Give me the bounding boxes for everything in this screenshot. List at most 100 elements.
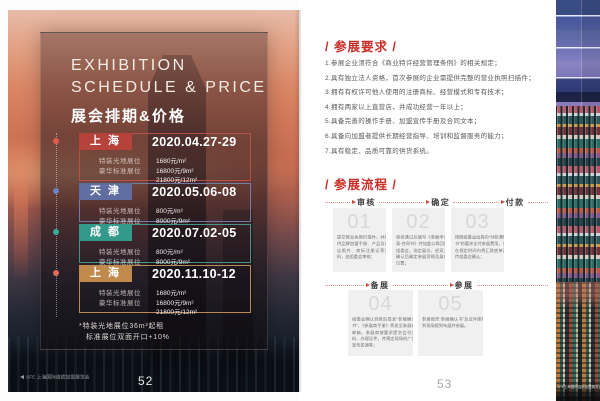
- flow-arrow-icon: [365, 283, 370, 287]
- page-number-left: 52: [138, 374, 154, 388]
- price-value: 8000元/9m²: [156, 217, 190, 225]
- flow-arrow-icon: [449, 283, 454, 287]
- flow-arrow-icon: [500, 200, 505, 204]
- price-value: 16800元/9m²: [156, 299, 194, 307]
- city-tag: 上 海: [79, 265, 132, 282]
- flow-label-payment: 付款: [505, 197, 525, 207]
- footnote-line-1: *特装光地展位36m²起租: [79, 323, 165, 330]
- timeline-dot: [53, 270, 59, 276]
- price-row: 21800元/12m²: [80, 306, 250, 316]
- price-label: 豪华标准展位: [99, 258, 141, 266]
- footer-brand-text: SFE 上海国际连锁加盟展览会: [26, 375, 90, 381]
- timeline-dot: [53, 138, 59, 144]
- event-date: 2020.05.06-08: [152, 185, 237, 199]
- flow-label-confirm: 确定: [431, 197, 451, 207]
- process-step-04: 04 组委会确认到款后签发“参展确认书”，《参展商手册》将发至参展商邮箱，参展商…: [348, 290, 413, 356]
- process-step-05: 05 参展商凭“参展确认书”及证件按时到现场报到布展并参展。: [418, 290, 483, 356]
- timeline-dot: [53, 188, 59, 194]
- step-text: 组委会确认到款后签发“参展确认书”，《参展商手册》将发至参展商邮箱，参展商按要求…: [352, 317, 413, 348]
- process-step-01: 01 提交营业执照扫描件，并提供品牌加盟手册、产品及门店照片、商标注册证等资料，…: [333, 208, 386, 272]
- process-flow-row-1: 审核 确定 付款: [325, 197, 548, 207]
- step-number: 01: [347, 211, 372, 233]
- price-row: 特装光地展位 1680元/m²: [80, 287, 250, 297]
- flow-label-exhibit: 参展: [454, 280, 474, 290]
- price-row: 豪华标准展位 16800元/9m²: [80, 297, 250, 307]
- price-label: 豪华标准展位: [99, 167, 141, 175]
- event-shanghai-april: 上 海 2020.04.27-29 特装光地展位 1680元/m² 豪华标准展位…: [79, 133, 251, 184]
- step-number: 04: [368, 293, 393, 315]
- price-row: 豪华标准展位 8000元/9m²: [80, 256, 250, 266]
- timeline-line: [56, 133, 57, 317]
- city-tag: 天 津: [79, 183, 132, 200]
- dotted-leader: [392, 284, 448, 286]
- price-rows: 特装光地展位 1680元/m² 豪华标准展位 16800元/9m² 21800元…: [80, 155, 250, 184]
- flow-arrow-icon: [351, 200, 356, 204]
- dotted-leader: [325, 201, 350, 203]
- footer-brand-right: SFE上海国际连锁加盟展览会: [557, 385, 600, 390]
- price-label: 特装光地展位: [99, 290, 141, 297]
- step-number: 05: [438, 293, 463, 315]
- price-value: 16800元/9m²: [156, 167, 194, 175]
- price-rows: 特装光地展位 800元/m² 豪华标准展位 8000元/9m²: [80, 246, 250, 266]
- step-number: 03: [465, 211, 490, 233]
- process-step-02: 02 审核通过后填写《参展申请表-合同书》并加盖公章回传组委会，选定展位，经双方…: [392, 208, 445, 272]
- step-text: 参展商凭“参展确认书”及证件按时到现场报到布展并参展。: [422, 317, 483, 329]
- requirement-item: 7.具有稳定、品质可靠的供货系统。: [325, 147, 434, 155]
- card-title-cn: 展会排期&价格: [71, 108, 186, 125]
- mosaic-floor-photo: [556, 282, 600, 401]
- price-label: 特装光地展位: [99, 208, 141, 215]
- footer-brand-left: SFE 上海国际连锁加盟展览会: [20, 372, 105, 381]
- left-page: EXHIBITION SCHEDULE & PRICE 展会排期&价格 上 海 …: [8, 10, 299, 392]
- requirement-item: 5.具备完善的操作手册、加盟宣传手册及合同文本；: [325, 118, 481, 126]
- price-row: 特装光地展位 800元/m²: [80, 205, 250, 215]
- step-text: 提交营业执照扫描件，并提供品牌加盟手册、产品及门店照片、商标注册证等资料，由组委…: [337, 235, 386, 260]
- event-date: 2020.04.27-29: [152, 135, 237, 149]
- price-row: 21800元/12m²: [80, 174, 250, 184]
- price-rows: 特装光地展位 1680元/m² 豪华标准展位 16800元/9m² 21800元…: [80, 287, 250, 316]
- price-rows: 特装光地展位 800元/m² 豪华标准展位 8000元/9m²: [80, 205, 250, 225]
- glass-facade-photo: [556, 0, 600, 106]
- price-row: 特装光地展位 800元/m²: [80, 246, 250, 256]
- requirement-item: 6.具备向加盟者提供长期经营指导、培训和监督服务的能力；: [325, 132, 508, 140]
- price-value: 800元/m²: [156, 208, 183, 215]
- sunset-streak: [14, 160, 28, 280]
- price-row: 特装光地展位 1680元/m²: [80, 155, 250, 165]
- title-line-1: EXHIBITION: [71, 57, 187, 74]
- event-chengdu: 成 都 2020.07.02-05 特装光地展位 800元/m² 豪华标准展位 …: [79, 224, 251, 266]
- event-date: 2020.11.10-12: [152, 267, 236, 281]
- price-label: 豪华标准展位: [99, 217, 141, 225]
- dotted-leader: [325, 284, 364, 286]
- city-tag: 成 都: [79, 224, 132, 241]
- requirement-item: 1.参展企业须符合《商业特许经营管理条例》的相关规定；: [325, 60, 502, 67]
- price-row: 豪华标准展位 16800元/9m²: [80, 165, 250, 175]
- price-value: 800元/m²: [156, 249, 183, 256]
- flow-arrow-icon: [426, 200, 431, 204]
- price-row: 豪华标准展位 8000元/9m²: [80, 215, 250, 225]
- dotted-leader: [476, 284, 548, 286]
- footnote-line-2: 标准展位双面开口+10%: [86, 334, 170, 341]
- event-date: 2020.07.02-05: [152, 226, 237, 240]
- price-value: 21800元/12m²: [156, 309, 198, 316]
- schedule-card: EXHIBITION SCHEDULE & PRICE 展会排期&价格 上 海 …: [40, 32, 268, 350]
- requirement-item: 3.拥有有权许可他人使用的注册商标、经营模式和专有技术；: [325, 89, 508, 97]
- event-tianjin: 天 津 2020.05.06-08 特装光地展位 800元/m² 豪华标准展位 …: [79, 183, 251, 225]
- requirement-item: 4.拥有两家以上直营店，并成功经营一年以上；: [325, 103, 468, 111]
- edge-photo-strip: [556, 0, 600, 401]
- price-value: 1680元/m²: [156, 290, 187, 297]
- process-title: / 参展流程 /: [325, 178, 397, 192]
- card-title-en: EXHIBITION SCHEDULE & PRICE: [71, 55, 267, 99]
- dotted-leader: [453, 201, 499, 203]
- price-value: 1680元/m²: [156, 158, 187, 165]
- requirements-list: 1.参展企业须符合《商业特许经营管理条例》的相关规定； 2.具有独立法人资格，首…: [325, 57, 547, 159]
- sfe-logo-mark-icon: [20, 374, 24, 379]
- price-value: 21800元/12m²: [156, 177, 198, 184]
- process-flow-row-2: 备展 参展: [325, 280, 548, 290]
- requirement-item: 2.具有独立法人资格，首次参展的企业需提供完整的营业执照扫描件；: [325, 74, 536, 82]
- step-text: 审核通过后填写《参展申请表-合同书》并加盖公章回传组委会，选定展位，经双方确认后…: [396, 235, 445, 266]
- price-label: 特装光地展位: [99, 158, 141, 165]
- timeline-dot: [53, 229, 59, 235]
- price-label: 特装光地展位: [99, 249, 141, 256]
- flow-label-prepare: 备展: [370, 280, 390, 290]
- colored-slats-photo: [556, 106, 600, 282]
- page-number-right: 53: [437, 377, 453, 391]
